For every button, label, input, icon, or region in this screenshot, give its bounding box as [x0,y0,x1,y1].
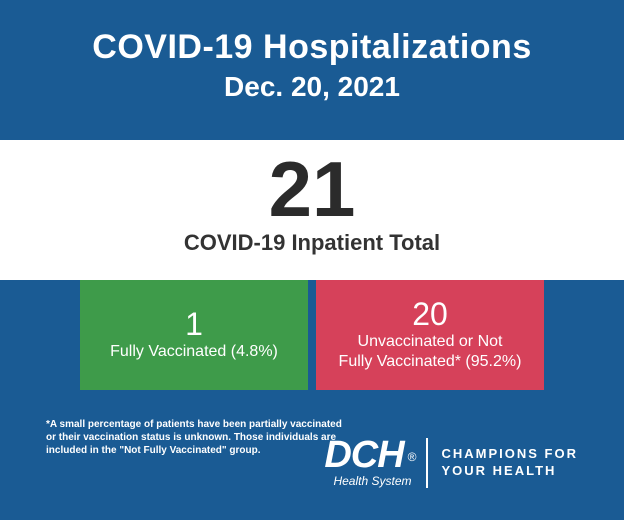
infographic-card: COVID-19 Hospitalizations Dec. 20, 2021 … [0,0,624,520]
vaccinated-label: Fully Vaccinated (4.8%) [86,342,302,362]
unvaccinated-count: 20 [322,298,538,330]
header: COVID-19 Hospitalizations Dec. 20, 2021 [0,0,624,103]
total-label: COVID-19 Inpatient Total [0,230,624,256]
title: COVID-19 Hospitalizations [0,28,624,67]
breakdown-row: 1 Fully Vaccinated (4.8%) 20 Unvaccinate… [80,280,544,390]
pointer-icon [180,266,208,280]
footnote: *A small percentage of patients have bee… [46,418,346,457]
pointer-icon [416,266,444,280]
logo-block: DCH® Health System [324,438,427,488]
vaccinated-count: 1 [86,308,302,340]
unvaccinated-box: 20 Unvaccinated or Not Fully Vaccinated*… [316,280,544,390]
footer-logo: DCH® Health System CHAMPIONS FOR YOUR HE… [324,438,578,488]
logo-text: DCH [324,434,403,476]
logo-sub: Health System [333,474,411,488]
tagline: CHAMPIONS FOR YOUR HEALTH [442,446,579,480]
date: Dec. 20, 2021 [0,71,624,103]
logo-main: DCH® [324,438,411,472]
trademark-icon: ® [408,450,416,464]
total-band: 21 COVID-19 Inpatient Total [0,140,624,280]
vaccinated-box: 1 Fully Vaccinated (4.8%) [80,280,308,390]
total-value: 21 [0,140,624,228]
unvaccinated-label: Unvaccinated or Not Fully Vaccinated* (9… [322,332,538,372]
